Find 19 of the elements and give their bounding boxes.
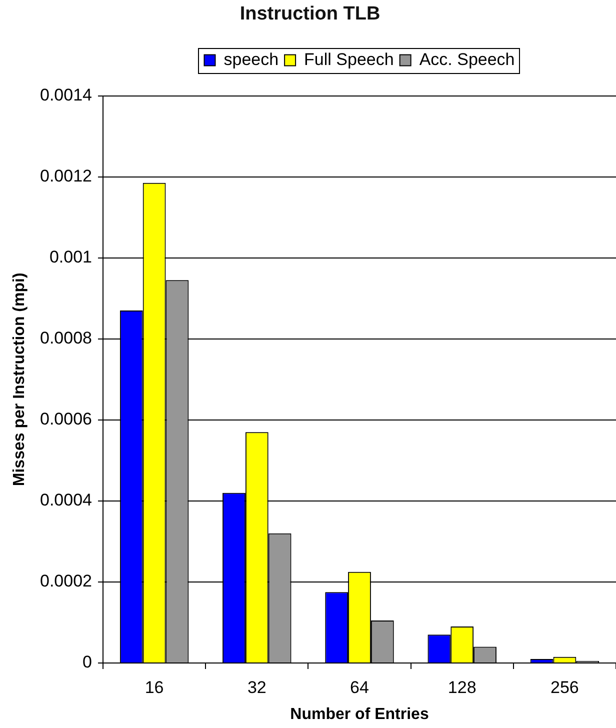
y-tick-label: 0.0014 [40, 85, 92, 104]
x-tick-label: 128 [448, 678, 476, 697]
y-tick-label: 0.0004 [40, 490, 92, 510]
x-tick-label: 32 [247, 678, 266, 697]
y-tick-label: 0.001 [49, 248, 92, 267]
y-tick-label: 0.0002 [40, 572, 92, 591]
x-axis-title: Number of Entries [290, 706, 429, 723]
y-tick-label: 0 [82, 652, 92, 672]
y-tick-label: 0.0006 [40, 410, 92, 429]
legend-label: Acc. Speech [419, 50, 515, 69]
legend-label: speech [224, 50, 279, 69]
x-tick-label: 64 [350, 678, 369, 697]
y-axis-title: Misses per Instruction (mpi) [11, 272, 28, 486]
y-tick-label: 0.0012 [40, 166, 92, 186]
x-tick-label: 256 [550, 678, 579, 697]
y-tick-label: 0.0008 [40, 328, 92, 348]
x-tick-label: 16 [144, 678, 164, 697]
legend-label: Full Speech [304, 50, 394, 69]
chart-title: Instruction TLB [240, 4, 380, 25]
